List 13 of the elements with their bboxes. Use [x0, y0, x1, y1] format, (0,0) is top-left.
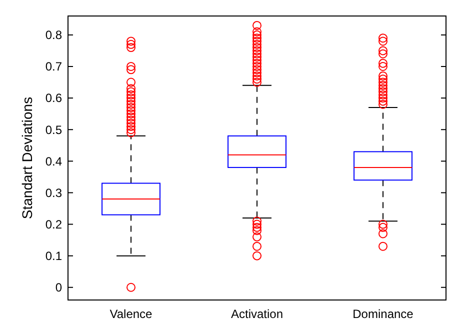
x-tick-label: Dominance	[352, 307, 414, 321]
y-tick-label: 0.4	[45, 154, 62, 168]
x-tick-label: Activation	[230, 307, 284, 321]
y-tick-label: 0	[55, 280, 62, 295]
y-tick-label: 0.5	[45, 122, 62, 137]
y-tick-label: 0.1	[45, 249, 62, 264]
y-tick-label: 0.3	[45, 186, 62, 200]
y-tick-label: 0.8	[45, 28, 62, 42]
x-tick-label: Valence	[110, 307, 153, 321]
y-axis-title: Standart Deviations	[19, 96, 35, 220]
y-tick-label: 0.6	[45, 91, 62, 106]
y-tick-label: 0.2	[45, 217, 62, 232]
y-tick-label: 0.7	[45, 60, 62, 74]
